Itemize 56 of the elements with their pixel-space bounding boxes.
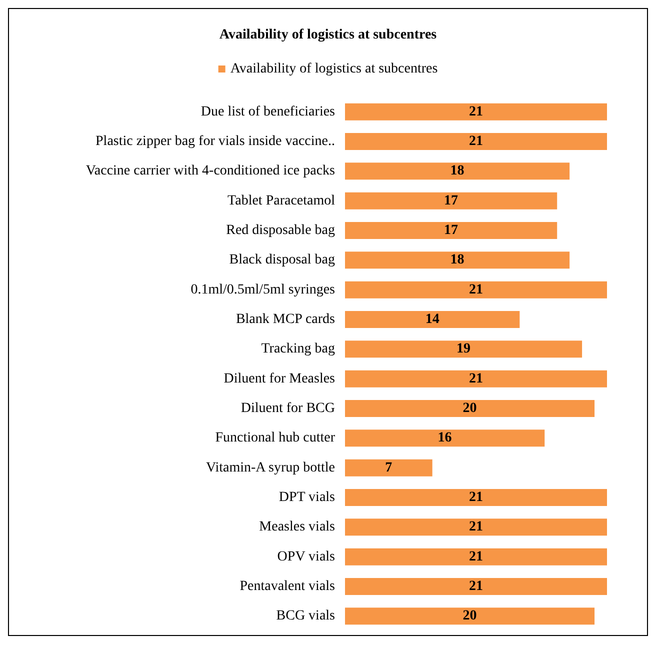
data-label: 18 — [450, 164, 464, 179]
y-tick-label: OPV vials — [277, 549, 335, 564]
chart-title: Availability of logistics at subcentres — [219, 28, 438, 42]
bar — [345, 252, 570, 269]
data-label: 17 — [444, 223, 458, 238]
y-tick-label: Tablet Paracetamol — [228, 193, 336, 208]
y-tick-label: Blank MCP cards — [236, 312, 335, 327]
data-label: 21 — [469, 104, 483, 120]
y-tick-label: Red disposable bag — [226, 223, 335, 238]
y-tick-label: Functional hub cutter — [215, 430, 336, 446]
y-tick-label: Tracking bag — [261, 342, 335, 357]
data-label: 21 — [469, 579, 483, 594]
data-label: 20 — [462, 608, 477, 624]
data-label: 21 — [469, 134, 483, 149]
data-label: 16 — [438, 430, 452, 446]
bar — [345, 103, 607, 120]
data-label: 21 — [469, 520, 483, 535]
y-tick-label: Pentavalent vials — [240, 579, 335, 594]
bar — [345, 608, 595, 625]
bar — [345, 459, 432, 476]
data-label: 21 — [469, 371, 483, 386]
data-label: 21 — [469, 549, 483, 564]
bar — [345, 400, 595, 417]
data-label: 17 — [444, 193, 458, 208]
y-tick-label: Vitamin-A syrup bottle — [206, 460, 335, 476]
y-tick-label: Plastic zipper bag for vials inside vaccine.. — [96, 134, 335, 149]
bar — [345, 548, 607, 566]
data-label: 18 — [450, 252, 464, 268]
y-tick-label: Vaccine carrier with 4-conditioned ice packs — [86, 164, 335, 179]
data-label: 14 — [425, 312, 440, 327]
bar — [345, 578, 607, 595]
y-tick-label: Black disposal bag — [229, 252, 335, 268]
y-tick-label: DPT vials — [278, 490, 335, 505]
bar — [345, 518, 607, 536]
bar — [345, 340, 582, 358]
bar — [345, 281, 607, 298]
y-tick-label: 0.1ml/0.5ml/5ml syringes — [190, 282, 335, 298]
y-tick-label: BCG vials — [276, 608, 335, 624]
data-label: 19 — [456, 342, 471, 357]
data-label: 20 — [462, 401, 477, 416]
bar — [345, 489, 607, 506]
data-label: 21 — [469, 490, 483, 505]
bar — [345, 192, 558, 210]
y-tick-label: Diluent for BCG — [240, 401, 335, 416]
bar — [345, 133, 607, 150]
bar — [345, 222, 558, 239]
data-label: 21 — [469, 282, 483, 298]
bar — [345, 370, 607, 388]
bar — [345, 430, 545, 447]
data-label: 7 — [385, 460, 392, 476]
y-tick-label: Measles vials — [259, 520, 335, 535]
legend-label: Availability of logistics at subcentres — [230, 62, 438, 76]
y-tick-label: Diluent for Measles — [224, 371, 335, 386]
bar — [345, 311, 520, 328]
y-tick-label: Due list of beneficiaries — [200, 104, 335, 120]
bar — [345, 162, 570, 180]
